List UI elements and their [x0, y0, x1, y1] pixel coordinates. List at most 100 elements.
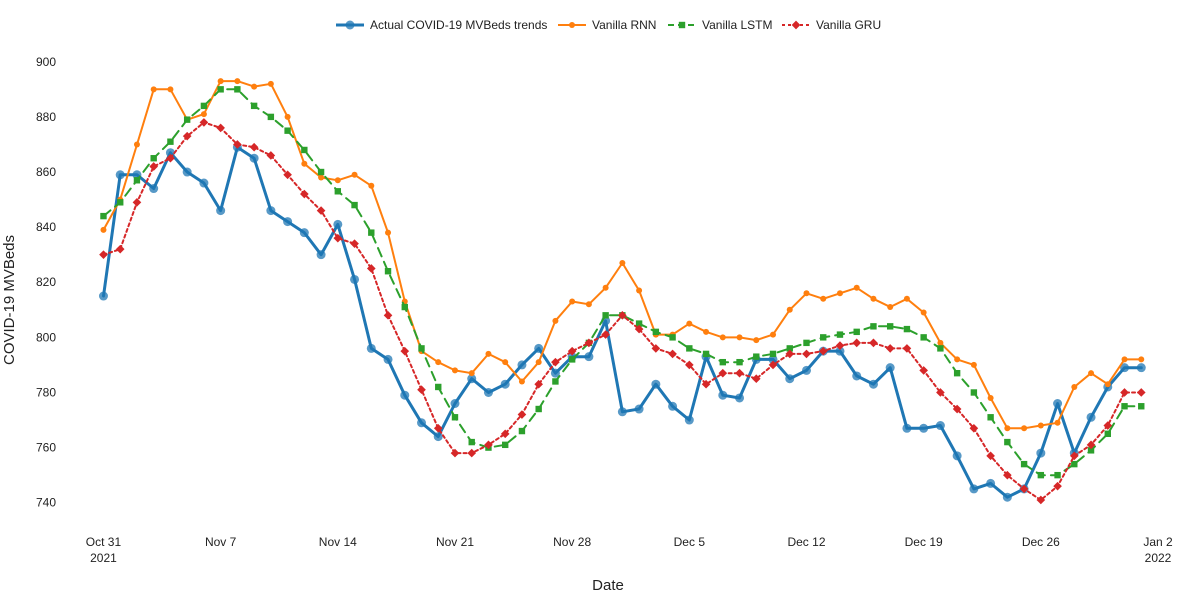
- legend-swatch-marker: [569, 22, 575, 28]
- data-point-actual: [684, 415, 694, 425]
- data-point-lstm: [284, 127, 291, 134]
- data-point-gru: [249, 142, 259, 152]
- data-point-gru: [199, 118, 209, 127]
- data-point-gru: [936, 388, 945, 397]
- data-point-lstm: [234, 86, 241, 93]
- data-point-gru: [969, 423, 979, 433]
- data-point-gru: [517, 410, 527, 419]
- data-point-rnn: [167, 86, 174, 93]
- data-point-gru: [450, 448, 460, 458]
- data-point-rnn: [636, 287, 643, 294]
- data-point-gru: [785, 349, 795, 359]
- data-point-actual: [316, 250, 326, 260]
- data-point-rnn: [1054, 419, 1061, 426]
- data-point-lstm: [870, 323, 877, 330]
- data-point-lstm: [468, 438, 475, 446]
- data-point-actual: [283, 217, 293, 227]
- x-tick-label: Dec 5: [674, 535, 706, 549]
- data-point-gru: [433, 423, 443, 433]
- data-point-rnn: [987, 394, 994, 401]
- data-point-lstm: [719, 358, 726, 366]
- legend-item-actual[interactable]: Actual COVID-19 MVBeds trends: [336, 18, 547, 32]
- data-point-lstm: [820, 334, 827, 341]
- data-point-gru: [768, 360, 778, 370]
- data-point-lstm: [133, 177, 141, 184]
- data-point-rnn: [836, 290, 843, 297]
- data-point-gru: [618, 310, 627, 320]
- data-point-gru: [735, 368, 744, 378]
- data-point-rnn: [602, 284, 609, 291]
- data-point-gru: [835, 341, 845, 350]
- data-point-lstm: [117, 199, 124, 206]
- data-point-lstm: [100, 212, 107, 220]
- data-point-lstm: [1138, 403, 1145, 410]
- data-point-actual: [1053, 399, 1063, 408]
- data-point-actual: [852, 371, 862, 381]
- data-point-lstm: [1054, 471, 1061, 479]
- data-point-gru: [718, 368, 728, 378]
- data-point-rnn: [970, 361, 977, 368]
- data-point-rnn: [853, 284, 860, 291]
- data-point-lstm: [1071, 460, 1078, 468]
- y-tick-label: 740: [36, 496, 56, 510]
- data-point-lstm: [803, 339, 810, 347]
- y-axis: 740 760 780 800 820 840 860 880 900: [36, 55, 56, 510]
- data-point-lstm: [1087, 447, 1095, 454]
- data-point-lstm: [301, 146, 308, 154]
- data-point-lstm: [769, 350, 777, 358]
- data-point-gru: [467, 448, 477, 458]
- data-point-lstm: [351, 201, 358, 209]
- data-point-gru: [216, 123, 225, 133]
- data-point-gru: [651, 344, 661, 353]
- data-point-actual: [400, 390, 410, 400]
- data-point-gru: [1136, 388, 1146, 397]
- data-point-rnn: [1037, 422, 1044, 429]
- data-point-rnn: [954, 356, 961, 363]
- data-point-gru: [1120, 388, 1129, 397]
- data-point-lstm: [970, 389, 978, 396]
- data-point-lstm: [1037, 471, 1045, 479]
- legend-item-gru[interactable]: Vanilla GRU: [782, 18, 881, 32]
- y-tick-label: 880: [36, 110, 56, 124]
- data-point-gru: [818, 346, 828, 356]
- data-point-gru: [584, 338, 594, 348]
- data-point-actual: [366, 343, 376, 353]
- data-point-rnn: [284, 113, 291, 120]
- data-point-rnn: [569, 298, 576, 305]
- data-point-gru: [99, 250, 108, 260]
- data-point-rnn: [1021, 425, 1028, 432]
- data-point-gru: [383, 310, 393, 320]
- data-point-rnn: [485, 350, 492, 357]
- data-point-lstm: [568, 356, 576, 363]
- y-tick-label: 860: [36, 165, 56, 179]
- data-point-rnn: [301, 160, 308, 167]
- series-line-actual: [102, 145, 1143, 499]
- data-point-lstm: [267, 113, 275, 121]
- data-point-lstm: [334, 188, 342, 195]
- legend[interactable]: Actual COVID-19 MVBeds trends Vanilla RNN…: [336, 18, 881, 32]
- data-point-rnn: [903, 295, 910, 302]
- data-point-gru: [1069, 451, 1079, 461]
- data-point-actual: [350, 274, 360, 284]
- data-point-lstm: [418, 345, 425, 352]
- data-point-gru: [149, 162, 159, 171]
- data-point-gru: [266, 151, 276, 160]
- data-point-lstm: [886, 323, 894, 330]
- data-point-actual: [768, 354, 778, 364]
- y-tick-label: 820: [36, 275, 56, 289]
- data-point-rnn: [318, 174, 325, 181]
- legend-item-rnn[interactable]: Vanilla RNN: [558, 18, 656, 32]
- data-point-rnn: [937, 339, 944, 346]
- data-point-gru: [1003, 470, 1012, 480]
- data-point-rnn: [1071, 383, 1078, 390]
- data-point-actual: [668, 401, 678, 411]
- data-point-gru: [751, 374, 761, 384]
- legend-item-lstm[interactable]: Vanilla LSTM: [668, 18, 772, 32]
- data-point-rnn: [920, 309, 927, 316]
- data-point-lstm: [518, 427, 526, 435]
- data-point-rnn: [267, 80, 274, 87]
- x-tick-label: Dec 12: [787, 535, 825, 549]
- x-tick-label: Nov 28: [553, 535, 591, 549]
- y-tick-label: 840: [36, 220, 56, 234]
